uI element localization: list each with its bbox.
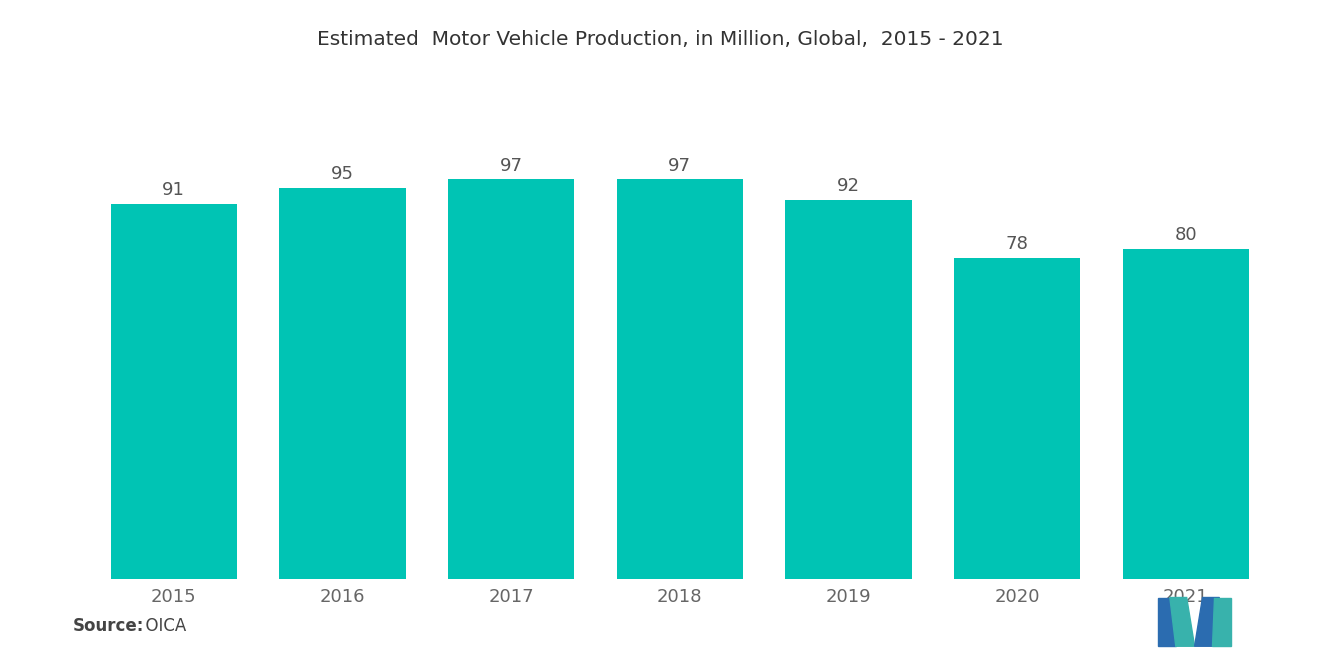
Text: Source:: Source: (73, 617, 144, 635)
Text: 80: 80 (1175, 227, 1197, 245)
Text: 91: 91 (162, 182, 185, 200)
Bar (111, 204, 238, 579)
Text: Estimated  Motor Vehicle Production, in Million, Global,  2015 - 2021: Estimated Motor Vehicle Production, in M… (317, 30, 1003, 49)
Text: 92: 92 (837, 177, 859, 195)
Text: 78: 78 (1006, 235, 1028, 253)
Polygon shape (1213, 597, 1232, 646)
Text: 97: 97 (668, 156, 692, 174)
Bar (1122, 249, 1249, 579)
Text: OICA: OICA (135, 617, 186, 635)
Polygon shape (1170, 597, 1195, 646)
Text: 97: 97 (500, 156, 523, 174)
Bar (280, 188, 405, 579)
Polygon shape (1158, 597, 1176, 646)
Polygon shape (1195, 597, 1220, 646)
Bar (954, 257, 1080, 579)
Bar (447, 180, 574, 579)
Text: 95: 95 (331, 165, 354, 183)
Bar (785, 200, 912, 579)
Bar (616, 180, 743, 579)
